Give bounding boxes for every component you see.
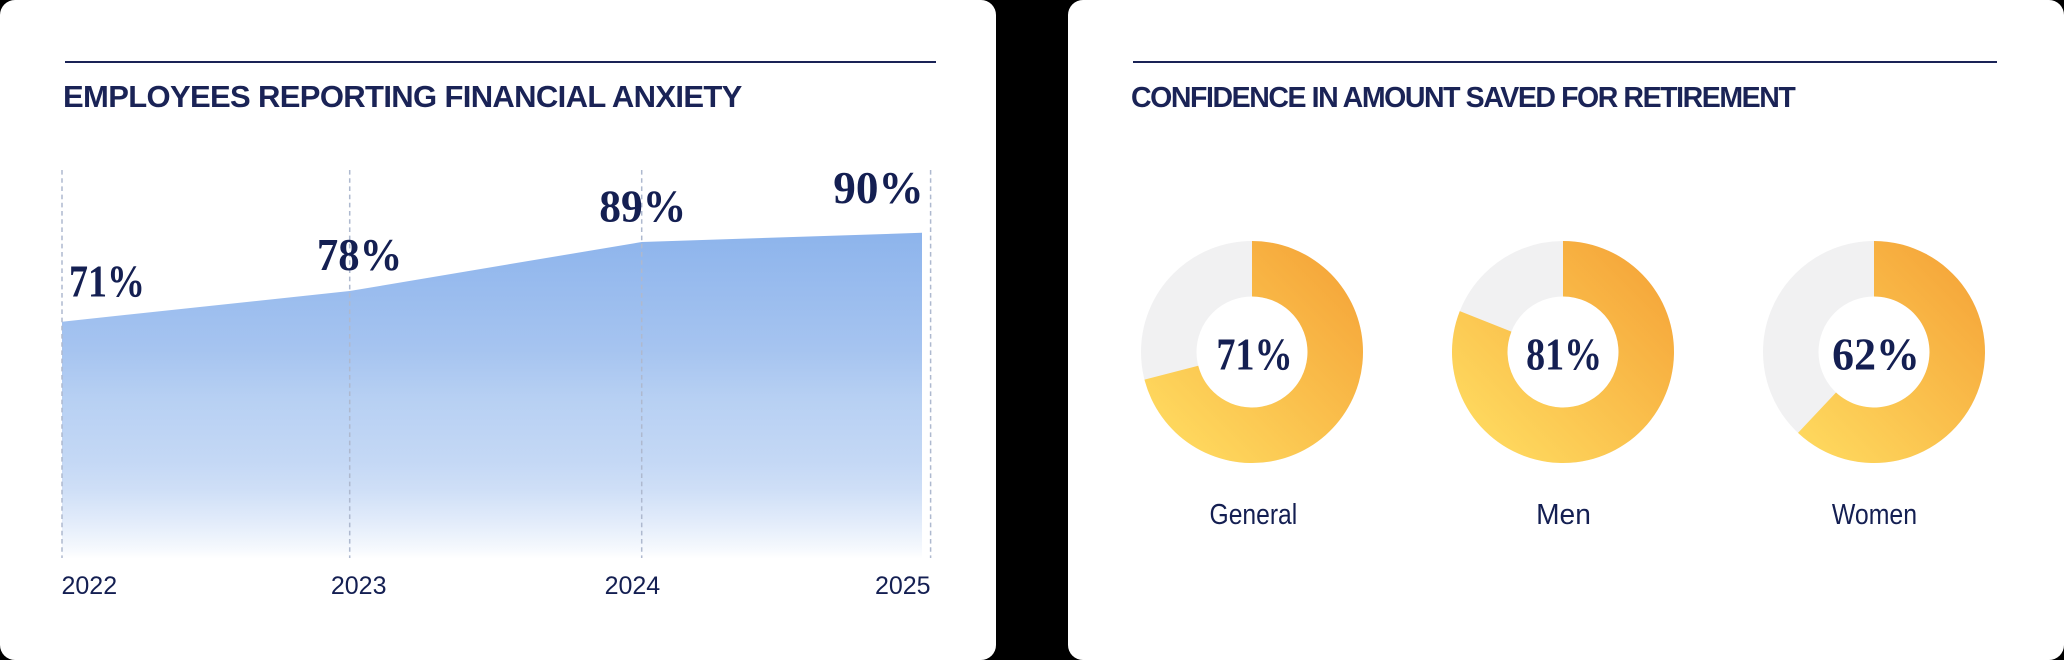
svg-text:Men: Men <box>1536 499 1591 531</box>
svg-text:2023: 2023 <box>331 572 387 600</box>
svg-text:2022: 2022 <box>62 572 118 600</box>
svg-text:89%: 89% <box>599 181 686 232</box>
svg-text:90%: 90% <box>833 161 923 212</box>
svg-text:78%: 78% <box>317 229 402 281</box>
svg-text:2025: 2025 <box>875 572 931 600</box>
svg-text:71%: 71% <box>1216 329 1292 380</box>
svg-text:71%: 71% <box>69 256 145 307</box>
svg-text:62%: 62% <box>1832 329 1920 380</box>
svg-text:81%: 81% <box>1526 329 1602 380</box>
svg-text:Women: Women <box>1832 498 1917 530</box>
svg-text:General: General <box>1210 498 1298 530</box>
svg-text:2024: 2024 <box>605 572 661 600</box>
